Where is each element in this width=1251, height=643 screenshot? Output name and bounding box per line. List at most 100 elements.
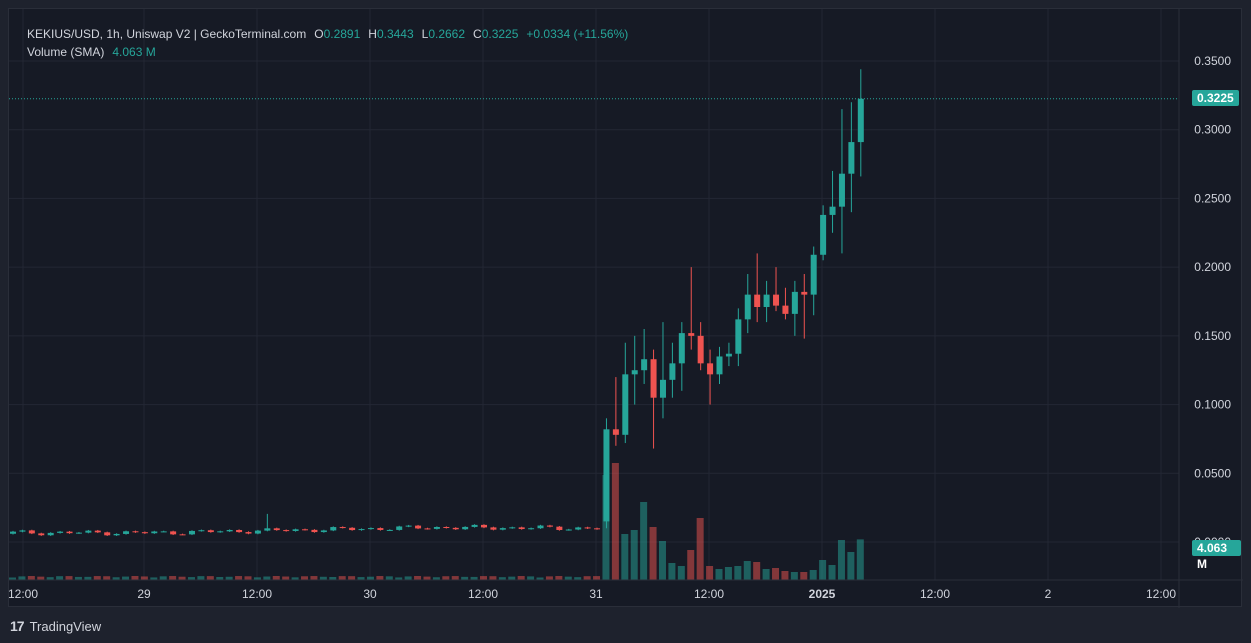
volume-bar: [140, 576, 148, 580]
candle-body: [848, 142, 855, 174]
volume-bar: [809, 570, 817, 580]
chart-grid: [9, 9, 1179, 580]
low-value: 0.2662: [428, 27, 466, 41]
candle-body: [669, 363, 676, 380]
price-tick-label: 0.3000: [1194, 123, 1231, 137]
volume-bar: [687, 550, 695, 580]
volume-bar: [781, 571, 789, 580]
candle-body: [226, 529, 233, 532]
volume-bar: [621, 534, 629, 580]
candle-body: [396, 526, 403, 530]
candle-body: [302, 529, 309, 531]
candle-body: [829, 206, 836, 215]
brand-name[interactable]: TradingView: [29, 618, 102, 634]
chart-panel[interactable]: 0.3500 0.3000 0.2500 0.2000 0.1500 0.1000 0.05…: [8, 8, 1243, 608]
candle-body: [857, 98, 864, 143]
volume-bar: [743, 561, 751, 580]
candle-body: [254, 530, 261, 534]
candle-body: [556, 526, 563, 530]
candle-body: [584, 527, 591, 529]
candle-body: [518, 527, 525, 530]
candle-body: [838, 173, 845, 207]
last-price-tag: 0.3225: [1192, 90, 1239, 106]
volume-bar: [74, 576, 82, 580]
candlestick-series: [10, 69, 864, 536]
volume-bar: [159, 576, 167, 580]
candle-body: [75, 532, 82, 534]
volume-bar: [131, 576, 139, 580]
volume-value: 4.063 M: [112, 45, 156, 59]
volume-bar: [178, 576, 186, 580]
volume-bar: [630, 530, 638, 580]
volume-bar: [187, 577, 195, 580]
candle-body: [716, 356, 723, 375]
candle-body: [659, 379, 666, 398]
price-chart[interactable]: 0.3500 0.3000 0.2500 0.2000 0.1500 0.1000 0.05…: [9, 9, 1243, 608]
volume-bar: [357, 577, 365, 580]
candle-body: [575, 527, 582, 530]
volume-bar: [451, 576, 459, 580]
volume-bar: [150, 577, 158, 580]
volume-bar: [253, 577, 261, 580]
volume-label[interactable]: Volume (SMA): [27, 45, 105, 59]
candle-body: [57, 531, 64, 533]
candle-body: [744, 294, 751, 320]
candle-body: [123, 531, 130, 534]
candle-body: [499, 528, 506, 530]
candle-body: [763, 294, 770, 307]
candle-body: [358, 529, 365, 531]
candle-body: [528, 528, 535, 530]
time-tick-label: 31: [589, 587, 603, 601]
volume-bar: [291, 577, 299, 580]
candle-body: [810, 254, 817, 295]
volume-bar: [423, 576, 431, 580]
volume-bar: [847, 552, 855, 580]
volume-bar: [658, 541, 666, 580]
candle-body: [697, 335, 704, 364]
symbol-title[interactable]: KEKIUS/USD, 1h, Uniswap V2 | GeckoTermin…: [27, 27, 307, 41]
candle-body: [820, 214, 827, 255]
candle-body: [94, 530, 101, 533]
candle-body: [273, 528, 280, 531]
candle-body: [292, 529, 299, 531]
candle-body: [490, 527, 497, 530]
price-tick-label: 0.1500: [1194, 329, 1231, 343]
volume-bar: [498, 577, 506, 580]
candle-body: [132, 531, 139, 533]
candle-body: [791, 291, 798, 314]
volume-bar: [225, 576, 233, 580]
volume-bar: [564, 576, 572, 580]
candle-body: [433, 526, 440, 529]
footer: 17 TradingView: [10, 616, 101, 636]
candle-body: [509, 527, 516, 529]
volume-bar: [555, 576, 563, 580]
candle-body: [565, 529, 572, 531]
volume-bar: [856, 539, 864, 580]
candle-body: [641, 359, 648, 371]
volume-tag: 4.063 M: [1192, 540, 1241, 571]
volume-bars: [9, 463, 864, 580]
volume-bar: [84, 576, 92, 580]
volume-bar: [715, 569, 723, 580]
candle-body: [151, 531, 158, 534]
candle-body: [424, 528, 431, 530]
candle-body: [160, 531, 167, 533]
price-tick-label: 0.2500: [1194, 191, 1231, 205]
low-label: L: [421, 27, 429, 41]
volume-bar: [432, 577, 440, 580]
volume-bar: [819, 560, 827, 580]
time-tick-label: 12:00: [242, 587, 272, 601]
candle-body: [66, 531, 73, 534]
volume-bar: [216, 577, 224, 580]
candle-body: [415, 525, 422, 529]
volume-bar: [800, 572, 808, 580]
tradingview-logo-icon[interactable]: 17: [10, 618, 25, 634]
candle-body: [10, 531, 16, 534]
price-tick-label: 0.0500: [1194, 466, 1231, 480]
volume-bar: [122, 576, 130, 580]
price-axis: 0.3500 0.3000 0.2500 0.2000 0.1500 0.1000 0.05…: [1194, 54, 1231, 549]
volume-bar: [112, 577, 120, 580]
candle-body: [320, 530, 327, 533]
candle-body: [603, 429, 610, 522]
volume-bar: [762, 569, 770, 580]
